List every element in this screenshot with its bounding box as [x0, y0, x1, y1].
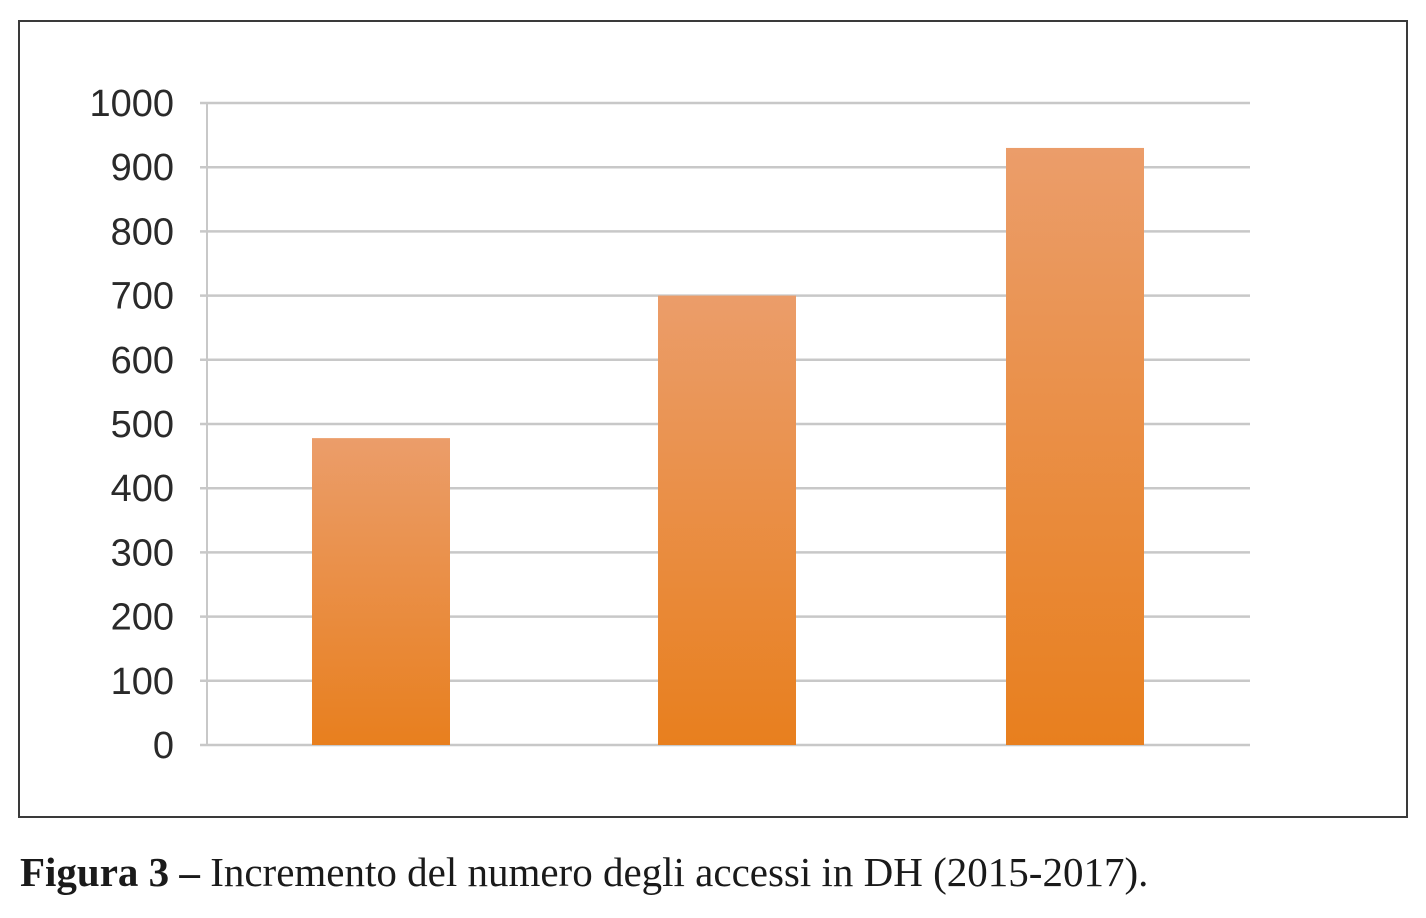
figure-caption: Figura 3 – Incremento del numero degli a… [20, 848, 1410, 896]
bars [312, 147, 1144, 745]
y-tick-label-400: 400 [111, 468, 174, 510]
y-tick-label-900: 900 [111, 147, 174, 189]
y-tick-label-100: 100 [111, 661, 174, 703]
y-tick-label-500: 500 [111, 404, 174, 446]
caption-text: Incremento del numero degli accessi in D… [210, 849, 1149, 895]
y-tick-label-1000: 1000 [89, 83, 174, 125]
bar-2016 [658, 295, 796, 745]
y-tick-label-600: 600 [111, 340, 174, 382]
y-tick-label-0: 0 [153, 725, 174, 767]
y-tick-label-300: 300 [111, 532, 174, 574]
y-tick-label-700: 700 [111, 276, 174, 318]
y-tick-label-200: 200 [111, 597, 174, 639]
bar-2017 [1006, 147, 1144, 745]
caption-label: Figura 3 – [20, 849, 200, 895]
y-tick-label-800: 800 [111, 211, 174, 253]
y-axis: 0 100 200 300 400 500 600 700 800 900 1000 [89, 83, 208, 767]
bar-2015 [312, 438, 450, 745]
